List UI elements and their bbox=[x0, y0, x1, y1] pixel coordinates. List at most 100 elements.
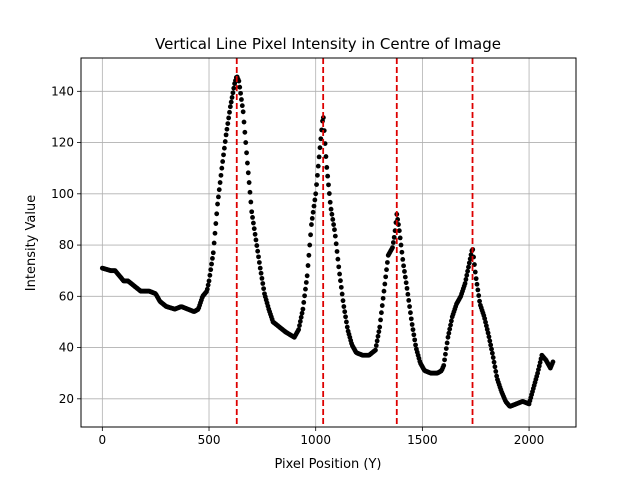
data-point bbox=[308, 232, 313, 238]
data-point bbox=[472, 269, 478, 275]
data-point bbox=[401, 263, 406, 269]
data-point bbox=[312, 197, 318, 203]
data-point bbox=[212, 230, 218, 236]
data-point bbox=[258, 270, 264, 276]
data-point bbox=[226, 115, 232, 121]
data-point bbox=[306, 252, 312, 258]
data-point bbox=[441, 363, 447, 368]
data-point bbox=[449, 318, 454, 324]
data-point bbox=[297, 319, 303, 324]
y-tick-label: 100 bbox=[51, 187, 74, 201]
data-point bbox=[229, 95, 235, 100]
data-point bbox=[338, 284, 344, 290]
data-point bbox=[303, 280, 309, 285]
x-tick-label: 500 bbox=[198, 433, 221, 447]
data-point bbox=[303, 286, 308, 292]
data-point bbox=[448, 322, 453, 328]
data-point bbox=[399, 249, 405, 255]
data-point bbox=[373, 343, 379, 348]
data-point bbox=[236, 78, 242, 84]
data-point bbox=[535, 370, 540, 376]
data-point bbox=[375, 333, 381, 339]
data-point bbox=[379, 303, 385, 308]
data-point bbox=[301, 300, 307, 305]
data-point bbox=[215, 201, 220, 207]
data-point bbox=[309, 216, 315, 221]
data-point bbox=[444, 340, 450, 346]
y-tick-label: 40 bbox=[59, 341, 74, 355]
data-point bbox=[227, 104, 233, 110]
data-point bbox=[298, 314, 304, 320]
x-tick-label: 2000 bbox=[514, 433, 545, 447]
data-point bbox=[332, 227, 337, 233]
grid-lines bbox=[81, 58, 576, 427]
data-point bbox=[326, 191, 332, 196]
data-point bbox=[231, 85, 237, 91]
data-point bbox=[245, 170, 251, 176]
data-point bbox=[333, 241, 339, 247]
data-point bbox=[208, 267, 214, 273]
data-point bbox=[382, 281, 388, 287]
data-point bbox=[474, 281, 480, 287]
data-point bbox=[344, 324, 350, 330]
data-point bbox=[400, 257, 406, 262]
data-point bbox=[537, 360, 543, 365]
data-point bbox=[251, 226, 257, 232]
data-point bbox=[485, 330, 491, 336]
data-point bbox=[237, 84, 243, 90]
data-point bbox=[318, 136, 324, 142]
data-point bbox=[209, 261, 214, 267]
data-point bbox=[397, 235, 403, 241]
data-point bbox=[376, 329, 382, 335]
data-point bbox=[462, 281, 468, 286]
data-point bbox=[335, 256, 341, 262]
data-point bbox=[487, 338, 493, 344]
data-point bbox=[463, 277, 469, 282]
data-point bbox=[207, 272, 213, 278]
plot-frame bbox=[80, 57, 577, 428]
data-point bbox=[411, 332, 417, 338]
data-point bbox=[260, 281, 266, 286]
y-tick-label: 60 bbox=[59, 289, 74, 303]
data-point bbox=[315, 163, 321, 169]
data-point bbox=[251, 220, 256, 226]
data-point bbox=[339, 291, 345, 297]
data-point bbox=[206, 278, 212, 284]
data-point bbox=[413, 342, 418, 348]
y-axis-label: Intensity Value bbox=[24, 195, 39, 291]
data-point bbox=[383, 274, 389, 280]
x-axis-ticks: 0 500 1000 1500 2000 bbox=[99, 427, 545, 447]
data-point bbox=[536, 367, 541, 372]
data-point bbox=[248, 199, 254, 205]
data-point bbox=[331, 222, 337, 227]
data-point bbox=[330, 217, 336, 222]
data-point bbox=[296, 327, 302, 333]
data-point bbox=[245, 160, 250, 166]
data-point bbox=[219, 165, 225, 171]
data-point bbox=[477, 298, 482, 304]
data-point bbox=[340, 298, 346, 304]
data-point bbox=[238, 90, 243, 96]
data-point bbox=[252, 231, 258, 237]
data-point bbox=[230, 90, 236, 96]
data-point bbox=[486, 334, 492, 340]
data-point bbox=[338, 278, 343, 284]
data-point bbox=[384, 267, 389, 273]
data-point bbox=[221, 145, 227, 151]
data-point bbox=[315, 172, 320, 178]
data-point bbox=[224, 126, 230, 132]
x-tick-label: 1000 bbox=[300, 433, 331, 447]
data-point bbox=[380, 295, 386, 301]
data-point bbox=[342, 309, 348, 315]
data-point bbox=[407, 304, 412, 309]
data-point bbox=[476, 293, 482, 298]
data-point bbox=[221, 152, 226, 158]
data-point bbox=[329, 211, 335, 217]
data-point bbox=[402, 269, 407, 274]
data-point bbox=[412, 337, 418, 343]
data-point bbox=[344, 319, 349, 325]
data-point bbox=[446, 330, 452, 336]
